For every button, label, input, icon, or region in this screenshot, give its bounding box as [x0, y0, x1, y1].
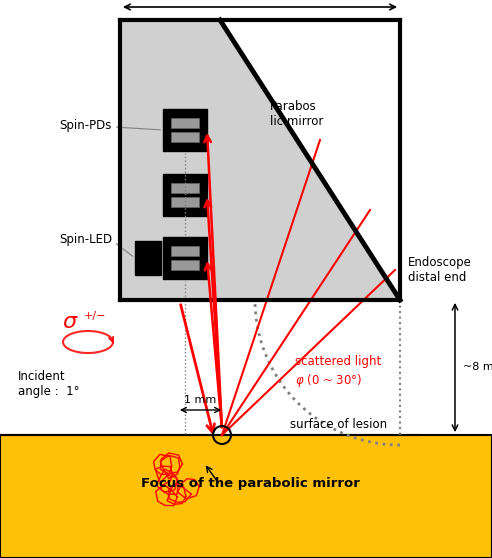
- Text: Focus of the parabolic mirror: Focus of the parabolic mirror: [141, 477, 360, 490]
- Text: $\sigma$: $\sigma$: [62, 312, 79, 332]
- Bar: [171, 261, 199, 270]
- Bar: [163, 174, 207, 216]
- Bar: [171, 198, 199, 206]
- Text: Parabos
lic mirror: Parabos lic mirror: [270, 100, 323, 128]
- Polygon shape: [220, 20, 400, 300]
- Text: 1 mm: 1 mm: [184, 395, 216, 405]
- Bar: [120, 20, 400, 300]
- Bar: [171, 132, 199, 142]
- Text: Endoscope
distal end: Endoscope distal end: [408, 256, 472, 284]
- Text: Incident
angle :  1°: Incident angle : 1°: [18, 370, 80, 398]
- Bar: [163, 237, 207, 279]
- Bar: [171, 118, 199, 128]
- Text: +/−: +/−: [84, 311, 106, 321]
- Bar: [171, 247, 199, 256]
- Text: $\varphi$ (0 ~ 30°): $\varphi$ (0 ~ 30°): [295, 372, 362, 389]
- Bar: [163, 109, 207, 151]
- Text: ~8 mm: ~8 mm: [463, 363, 492, 373]
- Text: Spin-LED: Spin-LED: [59, 233, 112, 247]
- Bar: [135, 241, 161, 275]
- Bar: [0, 435, 492, 558]
- Text: Spin-PDs: Spin-PDs: [60, 118, 112, 132]
- Text: 9 mm: 9 mm: [242, 0, 278, 2]
- Text: surface of lesion: surface of lesion: [290, 418, 387, 431]
- Text: scattered light: scattered light: [295, 355, 381, 368]
- Bar: [171, 184, 199, 193]
